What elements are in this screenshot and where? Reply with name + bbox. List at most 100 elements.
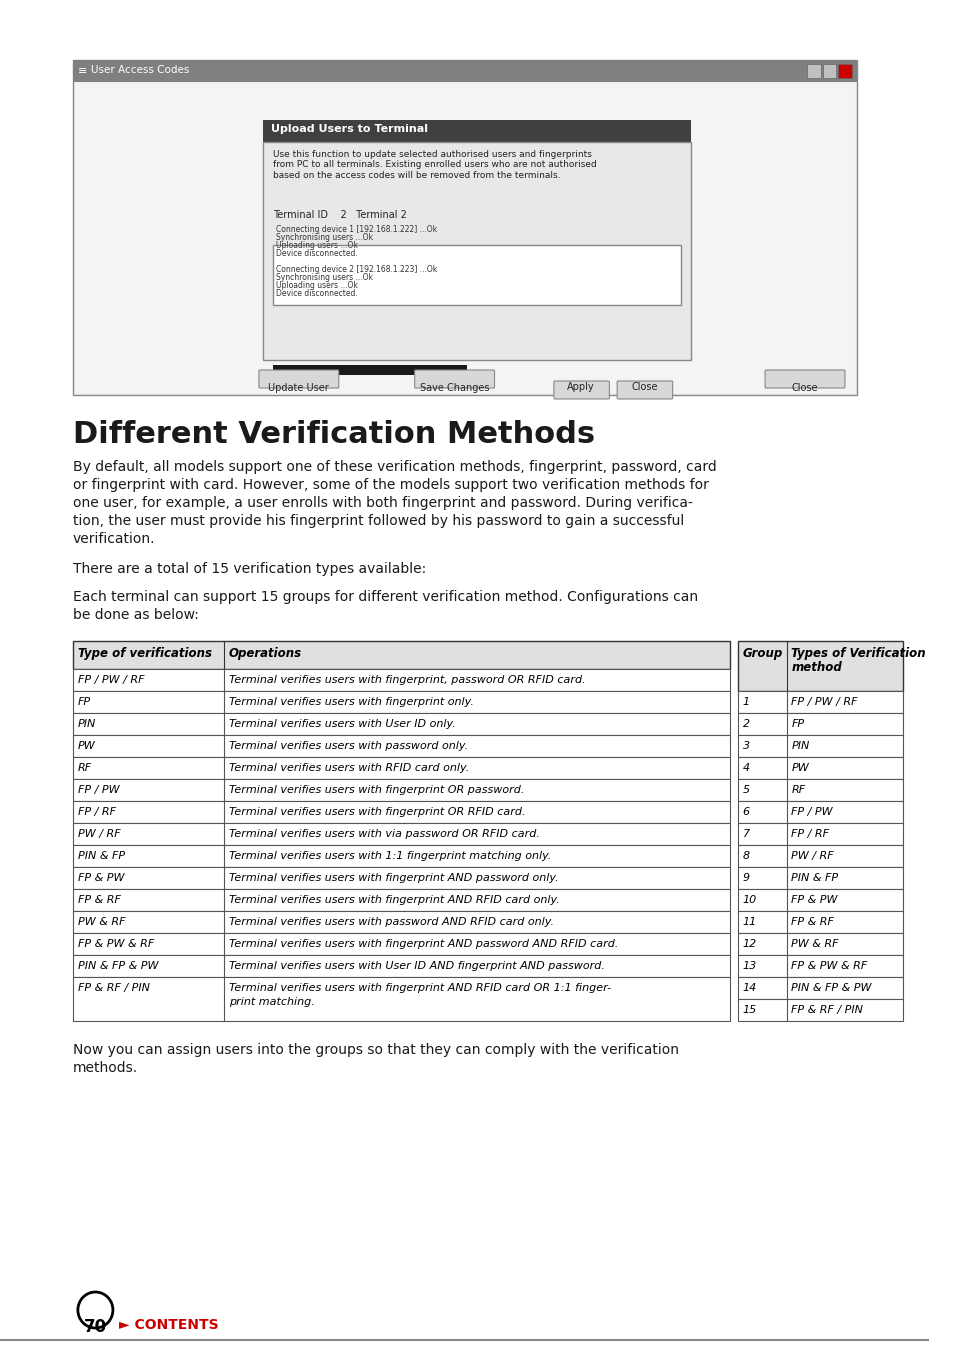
Bar — [73, 735, 729, 756]
Text: Terminal verifies users with fingerprint OR password.: Terminal verifies users with fingerprint… — [229, 785, 523, 795]
Text: Save Changes: Save Changes — [419, 383, 489, 393]
Text: User Access Codes: User Access Codes — [91, 65, 189, 75]
Text: Terminal verifies users with RFID card only.: Terminal verifies users with RFID card o… — [229, 763, 469, 773]
Bar — [73, 60, 856, 82]
Bar — [737, 889, 902, 910]
Text: PW: PW — [791, 763, 808, 773]
Text: PIN & FP: PIN & FP — [791, 872, 838, 883]
Text: FP / PW / RF: FP / PW / RF — [791, 696, 857, 707]
Text: Operations: Operations — [229, 647, 301, 660]
Bar — [73, 910, 729, 934]
Text: 2: 2 — [742, 720, 749, 729]
Text: FP & RF: FP & RF — [78, 895, 121, 905]
Text: By default, all models support one of these verification methods, fingerprint, p: By default, all models support one of th… — [73, 459, 716, 474]
Bar — [838, 64, 851, 78]
Text: FP / RF: FP / RF — [791, 829, 828, 840]
Text: Terminal verifies users with via password OR RFID card.: Terminal verifies users with via passwor… — [229, 829, 539, 840]
Text: be done as below:: be done as below: — [73, 608, 198, 622]
Bar — [737, 756, 902, 780]
Bar — [737, 999, 902, 1021]
Text: RF: RF — [791, 785, 804, 795]
Text: 4: 4 — [742, 763, 749, 773]
Bar — [73, 845, 729, 867]
Text: Terminal ID    2   Terminal 2: Terminal ID 2 Terminal 2 — [273, 210, 406, 219]
Text: PW & RF: PW & RF — [791, 939, 838, 949]
Text: FP: FP — [78, 696, 91, 707]
Text: verification.: verification. — [73, 532, 155, 547]
Text: FP & PW: FP & PW — [78, 872, 124, 883]
Bar — [737, 845, 902, 867]
Text: 70: 70 — [84, 1318, 107, 1336]
Text: PIN & FP: PIN & FP — [78, 851, 125, 861]
Text: Terminal verifies users with fingerprint AND RFID card OR 1:1 finger-: Terminal verifies users with fingerprint… — [229, 983, 610, 994]
Text: Apply: Apply — [567, 382, 595, 393]
Text: Each terminal can support 15 groups for different verification method. Configura: Each terminal can support 15 groups for … — [73, 590, 698, 604]
Bar — [737, 691, 902, 713]
Text: Uploading users ...Ok: Uploading users ...Ok — [276, 241, 358, 249]
Text: FP: FP — [791, 720, 803, 729]
Text: ≡: ≡ — [78, 65, 87, 76]
Bar — [73, 756, 729, 780]
Text: Terminal verifies users with fingerprint, password OR RFID card.: Terminal verifies users with fingerprint… — [229, 675, 585, 686]
Text: PIN & FP & PW: PIN & FP & PW — [791, 983, 871, 994]
Text: PIN & FP & PW: PIN & FP & PW — [78, 961, 158, 970]
Text: 5: 5 — [742, 785, 749, 795]
Text: Terminal verifies users with User ID AND fingerprint AND password.: Terminal verifies users with User ID AND… — [229, 961, 604, 970]
Text: FP & PW: FP & PW — [791, 895, 837, 905]
Bar — [737, 641, 902, 691]
Bar — [73, 889, 729, 910]
Bar — [737, 713, 902, 735]
Bar — [737, 780, 902, 801]
Text: Update User: Update User — [268, 383, 329, 393]
FancyBboxPatch shape — [258, 369, 338, 388]
Text: FP & PW & RF: FP & PW & RF — [791, 961, 866, 970]
Bar — [73, 801, 729, 823]
Bar — [73, 977, 729, 1021]
Text: Connecting device 2 [192.168.1.223] ...Ok: Connecting device 2 [192.168.1.223] ...O… — [276, 264, 437, 274]
Text: 8: 8 — [742, 851, 749, 861]
Text: method: method — [791, 661, 841, 673]
Bar — [75, 85, 854, 393]
Text: Terminal verifies users with fingerprint OR RFID card.: Terminal verifies users with fingerprint… — [229, 807, 525, 816]
Text: Terminal verifies users with fingerprint AND password AND RFID card.: Terminal verifies users with fingerprint… — [229, 939, 618, 949]
Bar — [73, 669, 729, 691]
Bar — [273, 245, 680, 305]
Text: Group: Group — [742, 647, 782, 660]
Bar — [73, 955, 729, 977]
Text: tion, the user must provide his fingerprint followed by his password to gain a s: tion, the user must provide his fingerpr… — [73, 514, 683, 527]
Text: Use this function to update selected authorised users and fingerprints
from PC t: Use this function to update selected aut… — [273, 150, 596, 180]
Bar — [262, 142, 690, 360]
Text: 12: 12 — [742, 939, 756, 949]
Bar — [806, 64, 820, 78]
Bar — [737, 977, 902, 999]
Bar — [73, 60, 856, 395]
Text: FP & RF / PIN: FP & RF / PIN — [791, 1005, 862, 1015]
Text: PIN: PIN — [78, 720, 96, 729]
Text: FP & PW & RF: FP & PW & RF — [78, 939, 154, 949]
Text: 15: 15 — [742, 1005, 756, 1015]
Text: methods.: methods. — [73, 1060, 138, 1075]
Text: FP & RF: FP & RF — [791, 917, 833, 927]
Bar — [73, 691, 729, 713]
Text: PIN: PIN — [791, 741, 809, 751]
Text: PW / RF: PW / RF — [78, 829, 120, 840]
Bar — [73, 780, 729, 801]
Bar — [737, 955, 902, 977]
Bar — [273, 365, 467, 375]
Text: Terminal verifies users with fingerprint AND password only.: Terminal verifies users with fingerprint… — [229, 872, 558, 883]
Text: one user, for example, a user enrolls with both fingerprint and password. During: one user, for example, a user enrolls wi… — [73, 496, 692, 510]
Text: 9: 9 — [742, 872, 749, 883]
FancyBboxPatch shape — [764, 369, 844, 388]
Text: 10: 10 — [742, 895, 756, 905]
Text: Type of verifications: Type of verifications — [78, 647, 212, 660]
Text: Upload Users to Terminal: Upload Users to Terminal — [271, 124, 427, 134]
Text: 13: 13 — [742, 961, 756, 970]
Text: Terminal verifies users with fingerprint only.: Terminal verifies users with fingerprint… — [229, 696, 473, 707]
Text: FP / PW: FP / PW — [78, 785, 119, 795]
FancyBboxPatch shape — [617, 382, 672, 399]
Text: Connecting device 1 [192.168.1.222] ...Ok: Connecting device 1 [192.168.1.222] ...O… — [276, 225, 437, 234]
Text: Terminal verifies users with User ID only.: Terminal verifies users with User ID onl… — [229, 720, 455, 729]
Text: Types of Verification: Types of Verification — [791, 647, 925, 660]
Text: FP / RF: FP / RF — [78, 807, 115, 816]
Bar — [262, 120, 690, 142]
